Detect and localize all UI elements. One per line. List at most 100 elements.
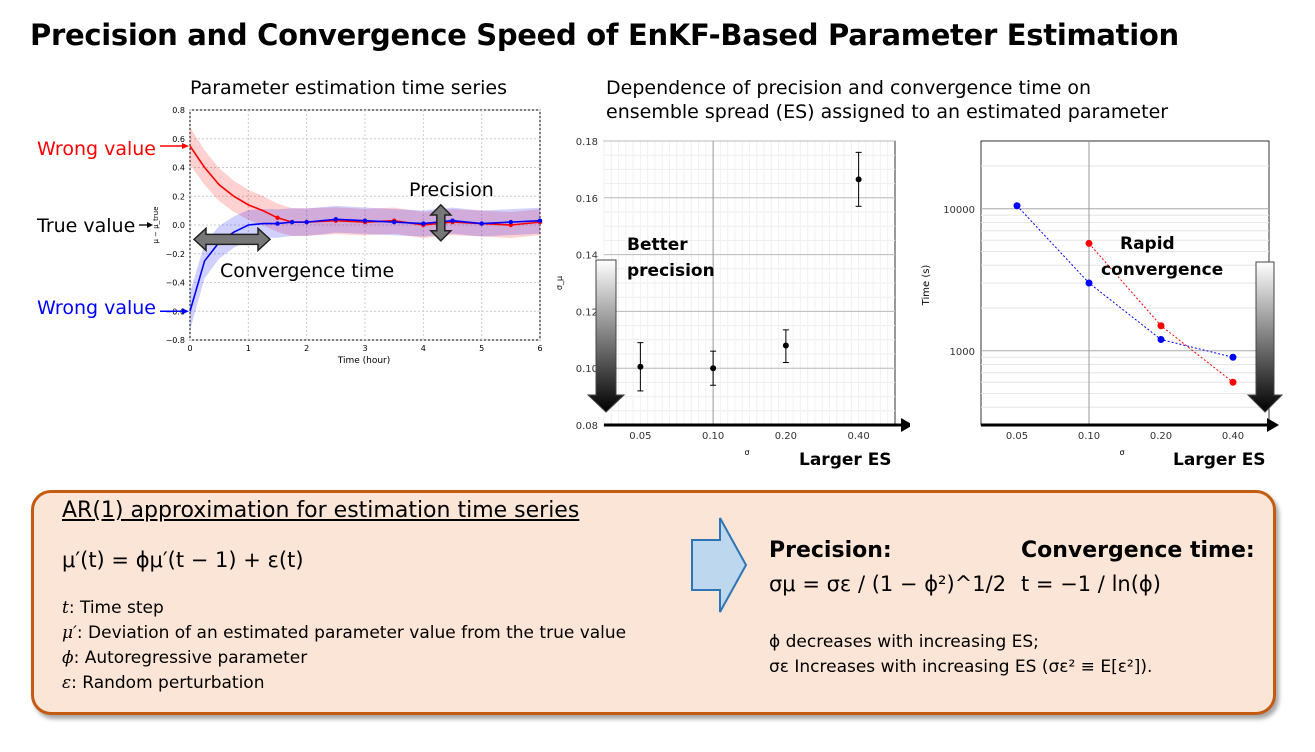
true-value-label: True value: [36, 215, 135, 237]
precision-label: Precision: [409, 179, 494, 201]
y-tick-label: 0.6: [172, 135, 185, 144]
timeseries-xlabel: Time (hour): [337, 356, 391, 366]
data-point: [855, 176, 862, 183]
data-point: [1085, 239, 1093, 247]
rapid-convergence-label: Rapid convergence: [1101, 234, 1223, 280]
precision-ylabel: σ_μ: [555, 276, 564, 290]
data-point: [710, 365, 717, 372]
precision-axes: 0.08 0.10 0.12 0.14 0.16 0.18 0.05 0.10 0.20 0.40: [576, 137, 910, 442]
note-line-2: σε Increases with increasing ES (σε² ≡ E…: [769, 657, 1153, 677]
y-tick-label: 0.10: [576, 364, 598, 375]
precision-xlabel: σ: [744, 448, 749, 457]
y-tick-label: 0.12: [576, 307, 598, 318]
data-point: [1157, 322, 1165, 330]
x-tick-label: 0.10: [702, 431, 724, 442]
definition-symbol: μ′: [62, 623, 77, 643]
ar1-heading: AR(1) approximation for estimation time …: [62, 498, 580, 523]
better-precision-label: Better precision: [627, 235, 715, 281]
y-tick-label: −0.8: [166, 336, 185, 345]
convergence-heading: Convergence time:: [1021, 538, 1255, 563]
data-point: [362, 218, 368, 223]
definition-list: t: Time step μ′: Deviation of an estimat…: [62, 596, 626, 696]
x-tick-label: 0.40: [1222, 431, 1244, 442]
x-tick-label: 0.20: [775, 431, 797, 442]
rapid-convergence-line: Rapid: [1120, 234, 1175, 254]
y-tick-label: −0.2: [166, 250, 185, 259]
note-line-1: ϕ decreases with increasing ES;: [769, 632, 1039, 652]
right-panel-subtitle-line1: Dependence of precision and convergence …: [606, 77, 1092, 99]
x-tick-label: 0: [187, 344, 192, 353]
arrow-head: [182, 142, 189, 149]
data-point: [304, 219, 309, 225]
x-tick-label: 0.05: [1006, 431, 1028, 442]
x-tick-label: 3: [362, 344, 367, 353]
data-point: [1157, 336, 1165, 344]
x-tick-label: 0.20: [1150, 431, 1172, 442]
y-tick-label: 0.16: [576, 194, 598, 205]
y-tick-label: 0.2: [172, 192, 185, 201]
larger-es-label-2: Larger ES: [1173, 450, 1266, 470]
y-tick-label: 0.0: [172, 221, 185, 230]
data-point: [782, 342, 789, 349]
y-tick-label: 10000: [943, 205, 975, 216]
data-point: [1013, 202, 1021, 210]
left-panel-subtitle: Parameter estimation time series: [190, 77, 508, 99]
convergence-lines: [1013, 202, 1237, 386]
right-arrow-icon: [691, 517, 748, 613]
definition-symbol: t: [62, 598, 69, 618]
ar1-box: [31, 490, 1276, 715]
ar1-equation: μ′(t) = ϕμ′(t − 1) + ε(t): [62, 548, 304, 572]
precision-grid: [603, 140, 896, 426]
data-point: [479, 221, 484, 226]
x-tick-label: 0.40: [847, 431, 869, 442]
x-tick-label: 2: [304, 344, 309, 353]
larger-es-label-1: Larger ES: [799, 450, 892, 470]
spread-band: [190, 205, 540, 330]
data-point: [391, 219, 397, 225]
better-precision-arrow: [586, 259, 626, 413]
wrong-value-top-label: Wrong value: [37, 138, 156, 160]
data-point: [450, 218, 455, 223]
series-line: [1016, 205, 1234, 358]
convergence-formula: t = −1 / ln(ϕ): [1021, 572, 1161, 596]
precision-chart: 0.08 0.10 0.12 0.14 0.16 0.18 0.05 0.10 0.20 0.40…: [555, 137, 910, 470]
convergence-grid: [980, 140, 1270, 426]
y-tick-label: 0.18: [576, 137, 598, 148]
definition-symbol: ε: [62, 673, 72, 693]
definition-text: : Random perturbation: [71, 673, 265, 693]
page-title: Precision and Convergence Speed of EnKF-…: [30, 18, 1179, 52]
arrow-head: [147, 222, 153, 228]
spread-band: [190, 127, 540, 239]
data-point: [1229, 353, 1237, 361]
data-point: [421, 221, 426, 226]
data-point: [275, 215, 280, 221]
definition-text: : Time step: [68, 598, 164, 618]
convergence-ylabel: Time (s): [921, 265, 932, 307]
precision-double-arrow: [429, 203, 453, 242]
precision-heading: Precision:: [769, 538, 892, 563]
arrow-head: [182, 308, 189, 315]
y-tick-label: 0.14: [576, 251, 598, 262]
definition-item: ε: Random perturbation: [62, 671, 626, 696]
precision-formula: σμ = σε / (1 − ϕ²)^1/2: [769, 572, 1007, 596]
timeseries-annotation-arrows: [139, 142, 453, 315]
data-point: [1229, 378, 1237, 386]
definition-item: μ′: Deviation of an estimated parameter …: [62, 621, 626, 646]
timeseries-spread-bands: [190, 127, 540, 330]
x-tick-label: 6: [537, 344, 542, 353]
data-point: [333, 217, 339, 222]
data-point: [289, 219, 295, 225]
definition-item: ϕ: Autoregressive parameter: [62, 646, 626, 671]
y-tick-label: 0.4: [172, 164, 185, 173]
convergence-time-label: Convergence time: [220, 260, 394, 282]
right-panel-subtitle-line2: ensemble spread (ES) assigned to an esti…: [606, 101, 1169, 123]
data-point: [537, 218, 543, 223]
y-tick-label: 1000: [950, 347, 975, 358]
data-point: [637, 363, 644, 370]
arrow-head: [901, 418, 910, 432]
x-tick-label: 1: [246, 344, 251, 353]
convergence-xlabel: σ: [1119, 448, 1124, 457]
data-point: [1085, 279, 1093, 287]
precision-points: [637, 151, 862, 392]
